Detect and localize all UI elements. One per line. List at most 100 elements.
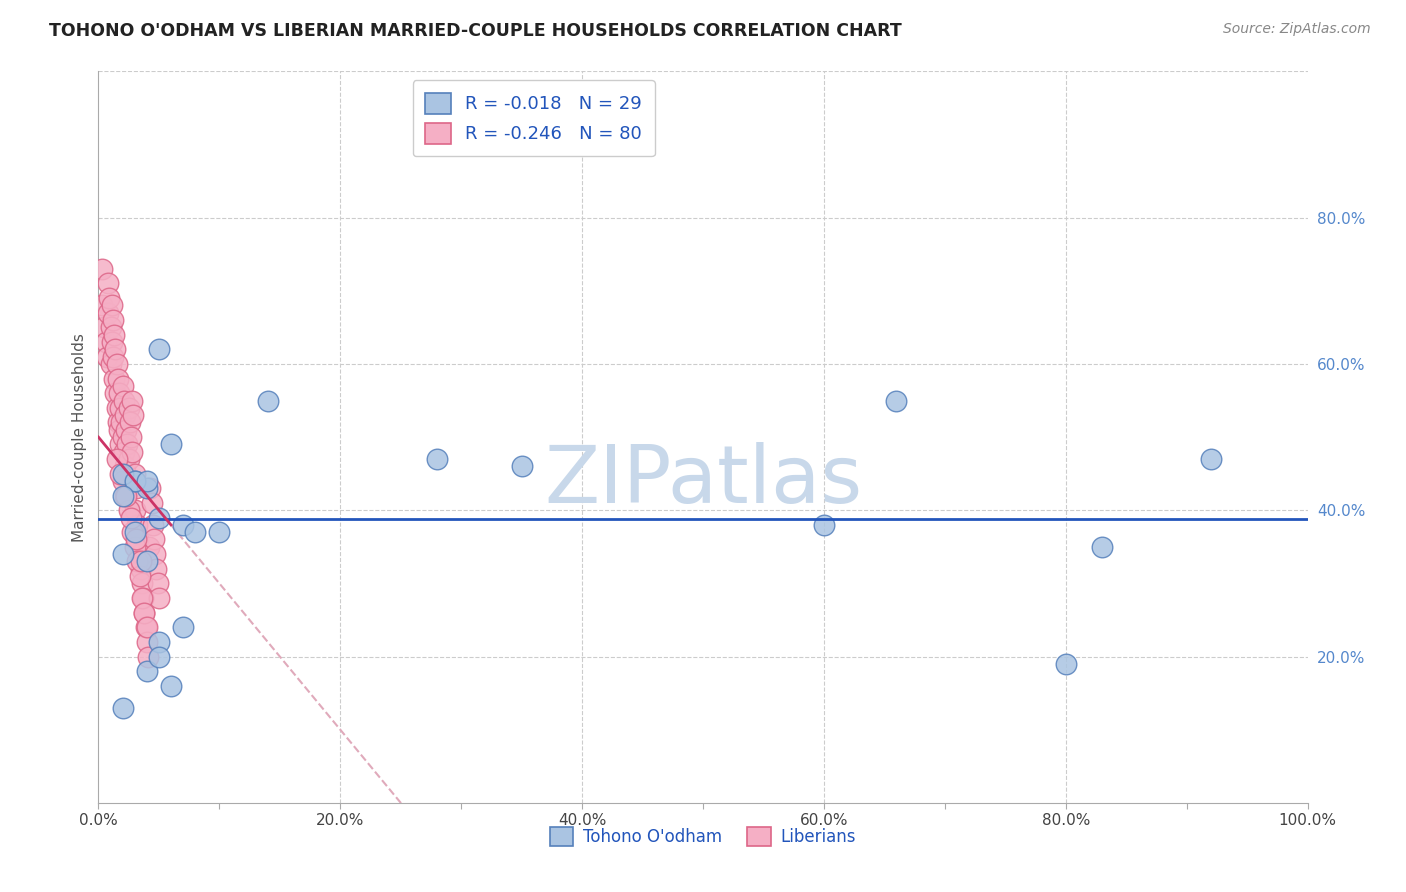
Point [108,386,131,401]
Point [886,393,908,408]
Point [118,452,141,467]
Point [135,474,157,488]
Point [114,408,136,422]
Point [124,467,146,481]
Point [100,320,122,334]
Point [132,591,155,605]
Point [114,489,136,503]
Point [111,430,134,444]
Point [138,540,160,554]
Point [111,474,134,488]
Point [121,393,143,408]
Point [100,298,122,312]
Point [145,562,167,576]
Point [110,416,132,430]
Point [135,620,157,634]
Point [97,277,120,291]
Point [108,423,131,437]
Text: ZIPatlas: ZIPatlas [544,442,862,520]
Point [813,517,835,532]
Point [115,423,138,437]
Point [172,620,194,634]
Point [135,635,157,649]
Point [104,343,127,357]
Point [108,467,131,481]
Point [148,510,170,524]
Point [127,554,149,568]
Point [111,489,134,503]
Point [142,517,165,532]
Point [111,467,134,481]
Point [131,591,153,605]
Point [125,533,148,547]
Point [127,533,149,547]
Point [141,496,163,510]
Point [129,562,152,576]
Point [136,649,159,664]
Point [118,503,141,517]
Point [114,459,136,474]
Point [131,576,153,591]
Point [97,306,120,320]
Point [100,357,122,371]
Point [122,408,145,422]
Point [100,334,122,349]
Text: Source: ZipAtlas.com: Source: ZipAtlas.com [1223,22,1371,37]
Point [111,379,134,393]
Point [1091,540,1114,554]
Point [160,679,183,693]
Point [118,416,141,430]
Point [1199,452,1222,467]
Point [124,540,146,554]
Point [128,569,150,583]
Point [1054,657,1077,671]
Point [91,298,114,312]
Point [148,635,170,649]
Point [135,664,157,678]
Point [125,481,148,495]
Point [135,620,157,634]
Point [120,430,142,444]
Point [112,393,135,408]
Point [105,452,128,467]
Point [93,320,115,334]
Point [426,452,449,467]
Point [121,444,143,458]
Point [96,350,118,364]
Point [98,291,121,305]
Point [120,510,142,524]
Point [134,606,156,620]
Point [510,459,533,474]
Point [143,547,166,561]
Point [103,371,125,385]
Point [121,525,143,540]
Point [135,481,157,495]
Point [256,393,278,408]
Point [128,547,150,561]
Point [172,517,194,532]
Point [103,327,125,342]
Point [124,525,146,540]
Point [108,401,131,415]
Point [129,554,152,568]
Point [124,474,146,488]
Point [104,386,127,401]
Point [118,401,141,415]
Point [124,503,146,517]
Y-axis label: Married-couple Households: Married-couple Households [72,333,87,541]
Point [107,371,129,385]
Point [112,444,135,458]
Point [127,517,149,532]
Point [111,547,134,561]
Point [184,525,207,540]
Point [105,357,128,371]
Point [148,343,170,357]
Point [160,437,183,451]
Point [117,437,139,451]
Point [111,700,134,714]
Point [134,606,156,620]
Point [101,313,124,327]
Point [208,525,231,540]
Point [139,481,162,495]
Point [146,576,169,591]
